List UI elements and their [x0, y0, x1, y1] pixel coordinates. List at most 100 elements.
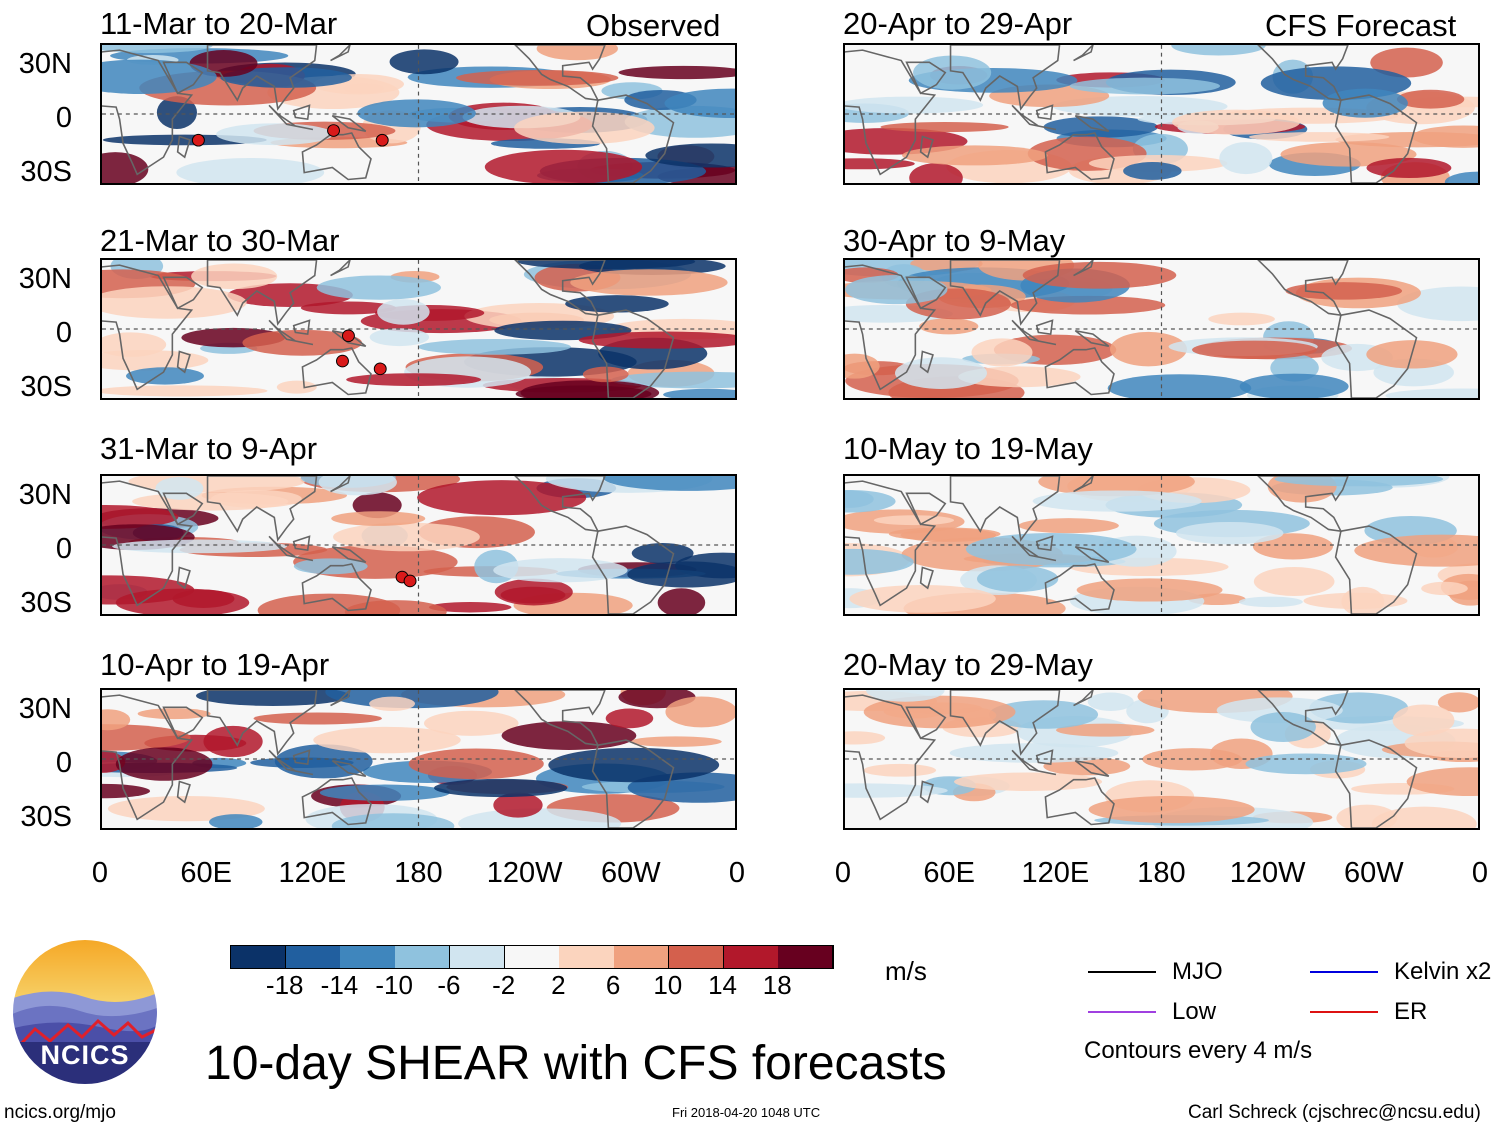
shear-anomaly-blob [500, 586, 566, 604]
contour-legend-line [1310, 1011, 1378, 1013]
shear-anomaly-blob [331, 813, 455, 828]
shear-anomaly-blob [115, 747, 213, 781]
shear-anomaly-blob [253, 712, 382, 725]
shear-anomaly-blob [1208, 312, 1275, 326]
panel-title: 30-Apr to 9-May [843, 223, 1066, 258]
coastline [1073, 45, 1094, 62]
shear-anomaly-blob [343, 83, 384, 94]
latitude-tick-label: 30S [20, 156, 72, 188]
shear-anomaly-blob [627, 561, 735, 588]
coastline [102, 264, 194, 391]
shear-anomaly-blob [565, 295, 669, 313]
contour-legend-label: MJO [1172, 958, 1223, 985]
shear-anomaly-blob [1110, 331, 1187, 367]
coastline [1334, 309, 1418, 398]
coastline [292, 104, 311, 121]
shear-anomaly-blob [1336, 804, 1398, 828]
coastline [1073, 690, 1094, 707]
coastline [1035, 535, 1054, 552]
coastline [301, 347, 372, 396]
shear-anomaly-blob [501, 721, 637, 750]
colorbar-segment [231, 946, 287, 968]
coastline [206, 45, 318, 111]
coastline [330, 476, 351, 493]
shear-anomaly-blob [102, 349, 209, 371]
colorbar [230, 945, 834, 969]
coastline [1035, 104, 1054, 121]
shear-anomaly-blob [1142, 748, 1243, 771]
colorbar-segment [449, 946, 506, 968]
coastline [905, 61, 947, 95]
coastline [514, 476, 606, 533]
longitude-tick-label: 60W [1344, 857, 1404, 889]
shear-anomaly-blob [191, 263, 278, 290]
shear-anomaly-blob [845, 353, 880, 379]
footer-site[interactable]: ncics.org/mjo [4, 1102, 116, 1123]
coastline [845, 694, 937, 821]
shear-anomaly-blob [1056, 723, 1155, 737]
shear-anomaly-blob [909, 163, 963, 183]
coastline [1044, 563, 1115, 612]
shear-anomaly-blob [629, 736, 722, 747]
shear-anomaly-blob [1238, 596, 1303, 608]
shear-anomaly-blob [845, 489, 896, 513]
shear-anomaly-blob [428, 601, 512, 613]
panel-title: 31-Mar to 9-Apr [100, 431, 318, 466]
coastline [1074, 329, 1110, 348]
longitude-tick-label: 120W [1229, 857, 1306, 889]
shear-anomaly-blob [318, 476, 397, 496]
shear-anomaly-blob [176, 158, 325, 183]
tropical-cyclone-icon [403, 574, 417, 588]
shear-anomaly-blob [325, 690, 499, 709]
shear-anomaly-blob [971, 338, 1033, 367]
shear-anomaly-blob [220, 67, 352, 88]
coastline [1073, 260, 1094, 277]
colorbar-segment [668, 946, 725, 968]
latitude-tick-label: 30S [20, 801, 72, 833]
shear-anomaly-blob [1366, 157, 1452, 179]
coastline [292, 749, 311, 766]
forecast-label: CFS Forecast [1265, 8, 1457, 43]
shear-anomaly-blob [346, 373, 482, 387]
shear-anomaly-blob [1088, 795, 1255, 824]
shear-anomaly-blob [1371, 806, 1477, 828]
coastline [162, 706, 204, 740]
footer-timestamp: Fri 2018-04-20 1048 UTC [672, 1105, 821, 1120]
colorbar-segment [504, 946, 560, 968]
shear-anomaly-blob [894, 357, 988, 389]
colorbar-segment [778, 946, 834, 968]
colorbar-segment [285, 946, 341, 968]
coastline [1074, 114, 1110, 133]
shear-anomaly-blob [300, 301, 397, 315]
coastline [292, 319, 311, 336]
coastline [514, 260, 606, 317]
contour-legend-line [1310, 971, 1378, 973]
shear-anomaly-blob [319, 784, 450, 801]
shear-anomaly-blob [1253, 567, 1335, 597]
panel-title: 21-Mar to 30-Mar [100, 223, 340, 258]
shear-anomaly-blob [988, 700, 1099, 729]
coastline [905, 706, 947, 740]
shear-anomaly-blob [902, 145, 1048, 166]
shear-anomaly-blob [570, 269, 728, 296]
shear-anomaly-blob [1239, 373, 1349, 398]
coastline [1044, 132, 1115, 181]
shear-anomaly-blob [369, 328, 430, 347]
shear-anomaly-blob [663, 388, 735, 398]
shear-anomaly-blob [958, 366, 1081, 388]
coastline [1257, 260, 1349, 317]
colorbar-segment [340, 946, 396, 968]
shear-anomaly-blob [102, 385, 268, 397]
shear-anomaly-blob [102, 783, 150, 799]
coastline [176, 566, 191, 590]
tropical-cyclone-icon [327, 124, 340, 137]
shear-anomaly-blob [664, 88, 735, 118]
coastline [331, 545, 367, 564]
shear-anomaly-blob [369, 696, 416, 711]
latitude-tick-label: 0 [55, 102, 72, 134]
coastline [176, 135, 191, 159]
coastline [1073, 476, 1094, 493]
coastline [206, 476, 318, 542]
shear-anomaly-blob [493, 558, 628, 583]
contour-legend-label: ER [1394, 998, 1428, 1025]
